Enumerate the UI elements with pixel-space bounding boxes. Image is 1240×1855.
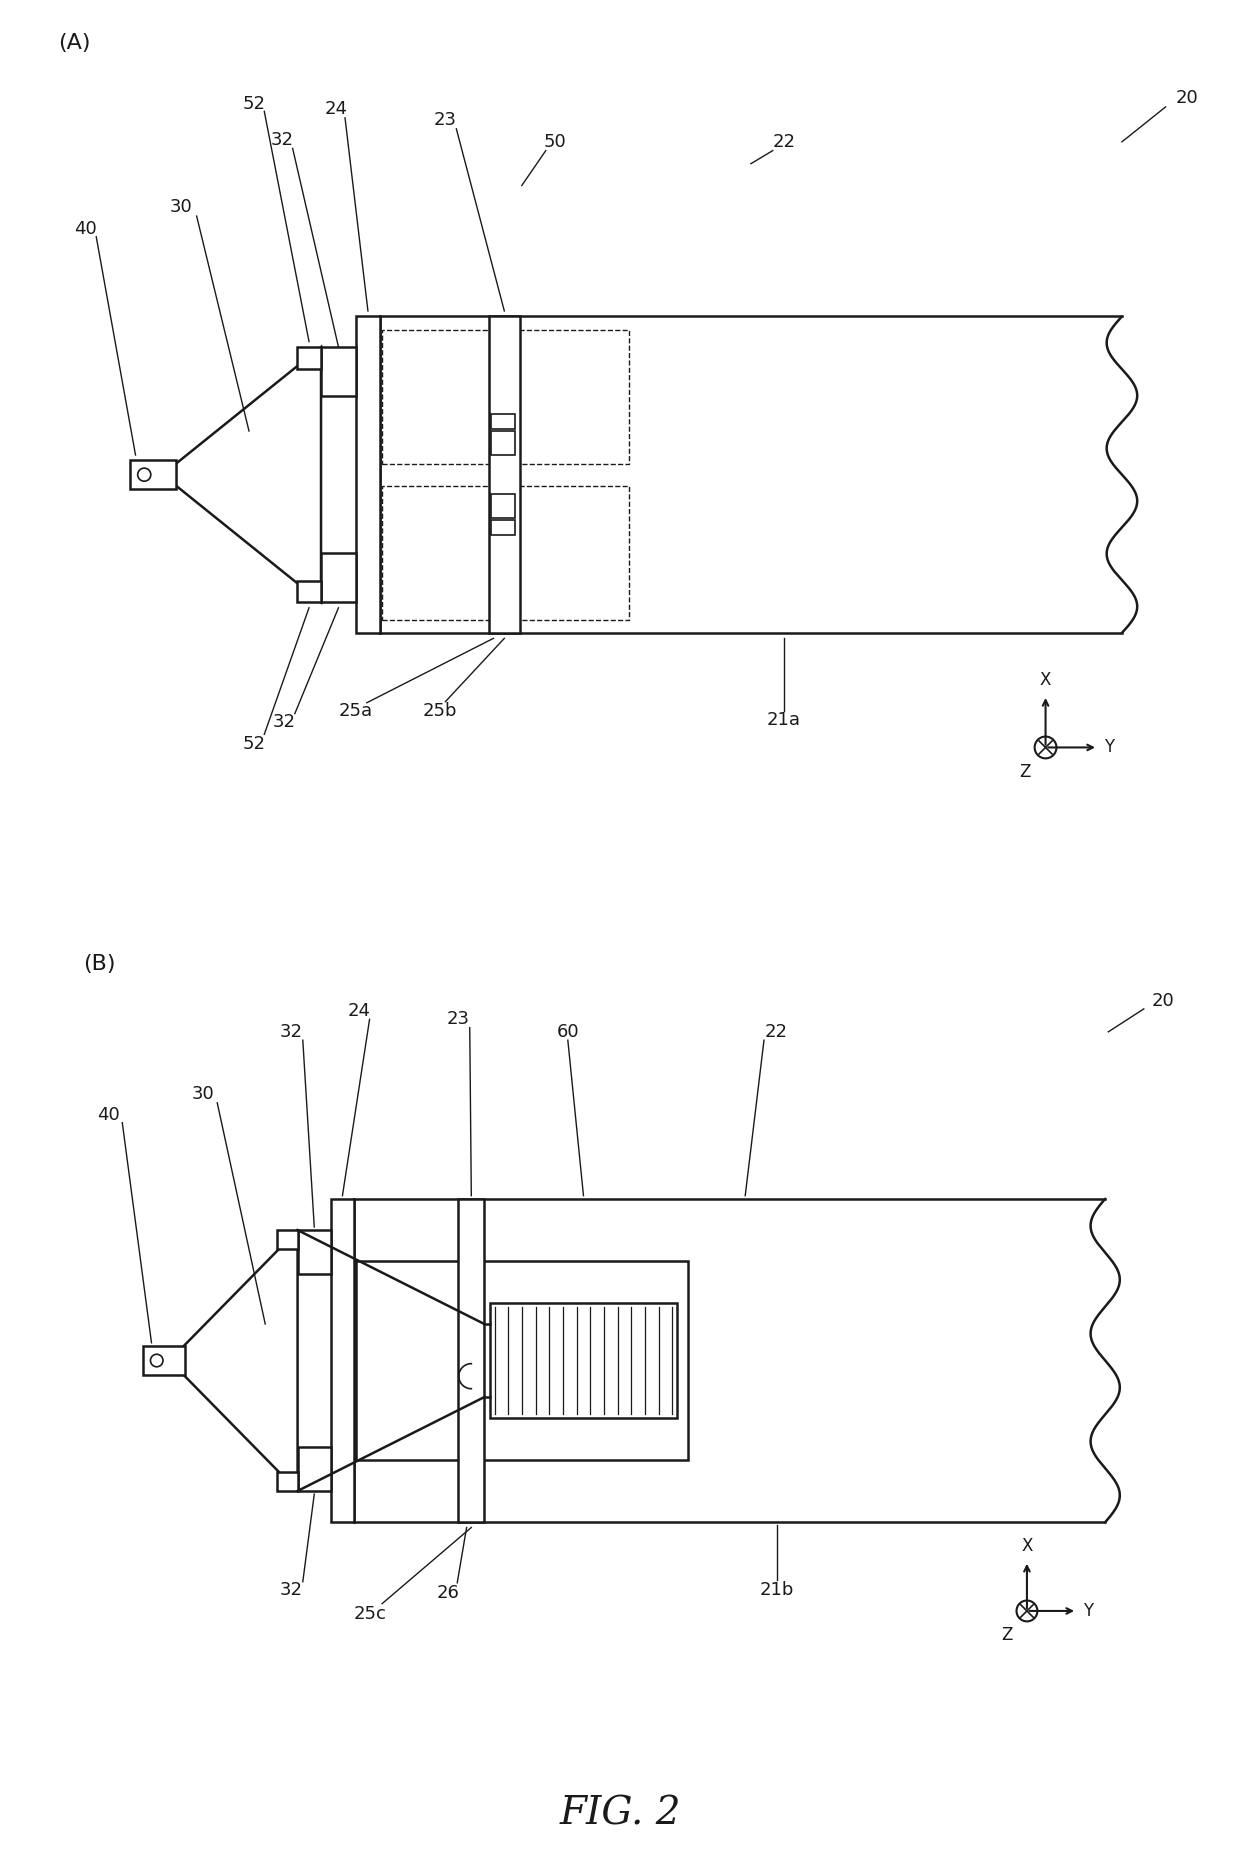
Text: X: X bbox=[1040, 670, 1052, 688]
Bar bbox=[491, 430, 516, 454]
Text: 25a: 25a bbox=[339, 703, 373, 720]
Bar bbox=[491, 493, 516, 518]
Text: 30: 30 bbox=[191, 1085, 215, 1104]
Polygon shape bbox=[182, 1230, 298, 1491]
Text: 22: 22 bbox=[765, 1022, 787, 1041]
Polygon shape bbox=[176, 347, 321, 603]
Text: 40: 40 bbox=[74, 221, 97, 237]
Bar bbox=[382, 486, 629, 620]
Text: 23: 23 bbox=[446, 1011, 470, 1028]
Text: 52: 52 bbox=[243, 735, 265, 753]
Text: 60: 60 bbox=[557, 1022, 579, 1041]
Bar bbox=[143, 1347, 185, 1375]
Text: Y: Y bbox=[1105, 738, 1115, 757]
Text: 26: 26 bbox=[436, 1584, 459, 1603]
Text: 21b: 21b bbox=[759, 1580, 794, 1599]
Text: (A): (A) bbox=[58, 33, 91, 52]
Bar bbox=[490, 1302, 677, 1417]
Bar bbox=[382, 330, 629, 464]
Bar bbox=[298, 347, 321, 369]
Text: Z: Z bbox=[1019, 762, 1030, 781]
Bar bbox=[130, 460, 176, 490]
Bar bbox=[277, 1230, 298, 1248]
Bar bbox=[298, 1447, 331, 1491]
Text: 25b: 25b bbox=[423, 703, 458, 720]
Bar bbox=[489, 317, 520, 633]
Bar bbox=[459, 1198, 485, 1523]
Text: 40: 40 bbox=[98, 1106, 120, 1124]
Text: 32: 32 bbox=[273, 714, 295, 731]
Text: 24: 24 bbox=[347, 1002, 371, 1020]
Bar bbox=[356, 1261, 688, 1460]
Text: Y: Y bbox=[1084, 1603, 1094, 1619]
Bar bbox=[298, 1230, 331, 1274]
Text: 21a: 21a bbox=[766, 710, 801, 729]
Text: 50: 50 bbox=[543, 134, 565, 150]
Bar bbox=[356, 317, 379, 633]
Text: 20: 20 bbox=[1176, 89, 1199, 108]
Text: 32: 32 bbox=[270, 130, 293, 148]
Text: 22: 22 bbox=[773, 134, 795, 150]
Bar bbox=[321, 347, 356, 397]
Text: Z: Z bbox=[1001, 1625, 1012, 1644]
Text: 23: 23 bbox=[434, 111, 456, 130]
Text: 52: 52 bbox=[243, 95, 265, 113]
Text: 24: 24 bbox=[325, 100, 347, 119]
Text: 32: 32 bbox=[280, 1022, 303, 1041]
Text: 30: 30 bbox=[170, 198, 192, 217]
Bar bbox=[491, 414, 516, 429]
Bar bbox=[321, 553, 356, 603]
Text: X: X bbox=[1022, 1536, 1033, 1554]
Text: 20: 20 bbox=[1151, 992, 1174, 1009]
Text: FIG. 2: FIG. 2 bbox=[559, 1796, 681, 1833]
Bar bbox=[491, 521, 516, 534]
Text: 32: 32 bbox=[280, 1580, 303, 1599]
Text: (B): (B) bbox=[83, 953, 115, 974]
Bar bbox=[298, 581, 321, 603]
Text: 25c: 25c bbox=[353, 1605, 386, 1623]
Bar bbox=[277, 1473, 298, 1491]
Bar bbox=[331, 1198, 353, 1523]
